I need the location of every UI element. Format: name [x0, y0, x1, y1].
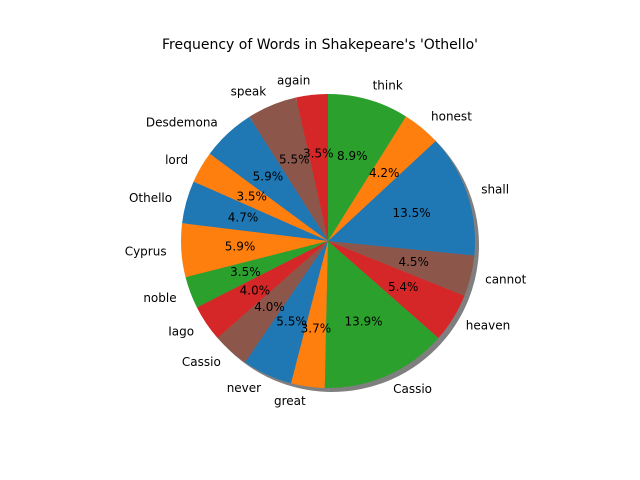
pie-slice-never	[245, 241, 328, 384]
pie-slice-lord	[193, 153, 328, 241]
slice-label: Othello	[129, 191, 172, 205]
slice-percent-label: 4.0%	[254, 300, 285, 314]
slice-percent-label: 3.5%	[303, 146, 334, 160]
pie-slice-cassio	[324, 241, 439, 388]
slice-percent-label: 5.9%	[225, 240, 256, 254]
pie-slice-iago	[196, 241, 328, 338]
slice-label: think	[373, 79, 403, 93]
slice-label: shall	[481, 182, 509, 196]
slice-label: great	[274, 394, 306, 408]
pie-slice-cassio	[217, 241, 328, 363]
slice-percent-label: 8.9%	[337, 149, 368, 163]
slice-label: lord	[165, 153, 188, 167]
slice-label: Desdemona	[146, 116, 218, 130]
pie-slice-great	[291, 241, 328, 388]
pie-slice-shall	[328, 140, 475, 256]
pie-percent-labels: 3.5%5.5%5.9%3.5%4.7%5.9%3.5%4.0%4.0%5.5%…	[225, 146, 431, 335]
pie-slice-noble	[185, 241, 328, 308]
slice-label: Cassio	[393, 382, 432, 396]
pie-slice-desdemona	[209, 116, 328, 241]
slice-percent-label: 3.5%	[230, 265, 261, 279]
slice-label: honest	[431, 109, 472, 123]
pie-slice-honest	[328, 116, 436, 241]
slice-percent-label: 13.9%	[344, 315, 382, 329]
slice-percent-label: 13.5%	[393, 206, 431, 220]
pie-slice-again	[295, 94, 328, 241]
chart-title: Frequency of Words in Shakepeare's 'Othe…	[162, 37, 478, 53]
pie-slice-heaven	[328, 241, 465, 338]
pie-slice-cannot	[328, 241, 475, 296]
pie-slice-cyprus	[180, 223, 328, 278]
slice-percent-label: 4.2%	[369, 166, 400, 180]
pie-slice-think	[328, 94, 406, 241]
slice-percent-label: 4.5%	[398, 255, 429, 269]
pie-slice-othello	[182, 181, 328, 241]
pie-slice-speak	[249, 97, 328, 241]
pie-slices	[180, 94, 475, 388]
pie-labels: again speak Desdemona lord Othello Cyprus nobl…	[125, 73, 527, 408]
slice-percent-label: 3.7%	[301, 321, 332, 335]
slice-percent-label: 5.5%	[279, 153, 310, 167]
slice-label: Iago	[168, 325, 194, 339]
slice-label: never	[227, 381, 261, 395]
slice-percent-label: 5.5%	[276, 314, 307, 328]
slice-percent-label: 4.0%	[240, 283, 271, 297]
slice-percent-label: 3.5%	[236, 190, 267, 204]
slice-label: Cyprus	[125, 244, 167, 258]
slice-percent-label: 5.4%	[388, 280, 419, 294]
slice-label: cannot	[485, 273, 527, 287]
slice-percent-label: 5.9%	[253, 170, 284, 184]
slice-label: speak	[231, 85, 267, 99]
slice-label: Cassio	[182, 355, 221, 369]
slice-label: heaven	[466, 319, 510, 333]
slice-percent-label: 4.7%	[228, 211, 259, 225]
slice-label: again	[277, 73, 310, 87]
slice-label: noble	[143, 291, 176, 305]
